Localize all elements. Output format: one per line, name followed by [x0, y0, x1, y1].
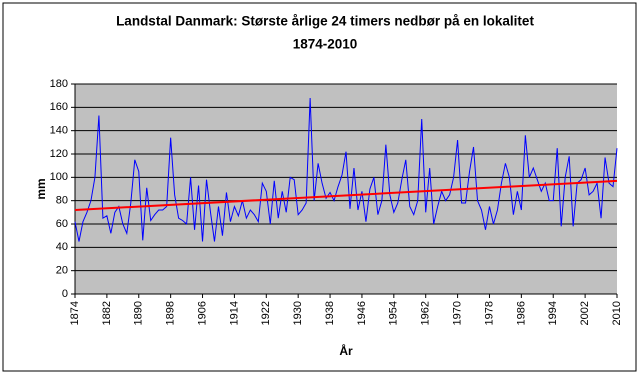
x-tick-label: 1938	[324, 301, 336, 325]
trend-line	[74, 179, 618, 211]
y-tick-label: 80	[56, 195, 68, 207]
x-tick-label: 1946	[356, 301, 368, 325]
x-axis-label: År	[339, 343, 353, 358]
x-tick-label: 1898	[165, 301, 177, 325]
x-tick-label: 1882	[101, 301, 113, 325]
y-tick-label: 100	[50, 171, 68, 183]
x-tick-label: 1954	[388, 301, 400, 325]
x-tick-label: 1874	[69, 301, 81, 325]
data-line	[74, 97, 618, 242]
x-tick-label: 1914	[228, 301, 240, 325]
y-tick-label: 60	[56, 218, 68, 230]
y-tick-label: 20	[56, 265, 68, 277]
x-tick-label: 2010	[611, 301, 623, 325]
plot-area	[75, 84, 617, 294]
chart-title: Landstal Danmark: Største årlige 24 time…	[116, 14, 534, 29]
y-tick-label: 140	[50, 125, 68, 137]
y-tick-label: 120	[50, 148, 68, 160]
x-tick-label: 1906	[196, 301, 208, 325]
x-tick-label: 2002	[579, 301, 591, 325]
y-tick-label: 0	[62, 288, 68, 300]
y-tick-label: 40	[56, 241, 68, 253]
x-tick-label: 1970	[451, 301, 463, 325]
x-tick-label: 1962	[420, 301, 432, 325]
y-tick-label: 180	[50, 78, 68, 90]
chart-subtitle: 1874-2010	[293, 37, 358, 52]
x-tick-label: 1930	[292, 301, 304, 325]
x-tick-label: 1890	[133, 301, 145, 325]
x-tick-label: 1986	[515, 301, 527, 325]
x-tick-label: 1922	[260, 301, 272, 325]
y-axis-label: mm	[34, 178, 48, 199]
x-tick-label: 1994	[547, 301, 559, 325]
y-tick-label: 160	[50, 101, 68, 113]
x-tick-label: 1978	[483, 301, 495, 325]
